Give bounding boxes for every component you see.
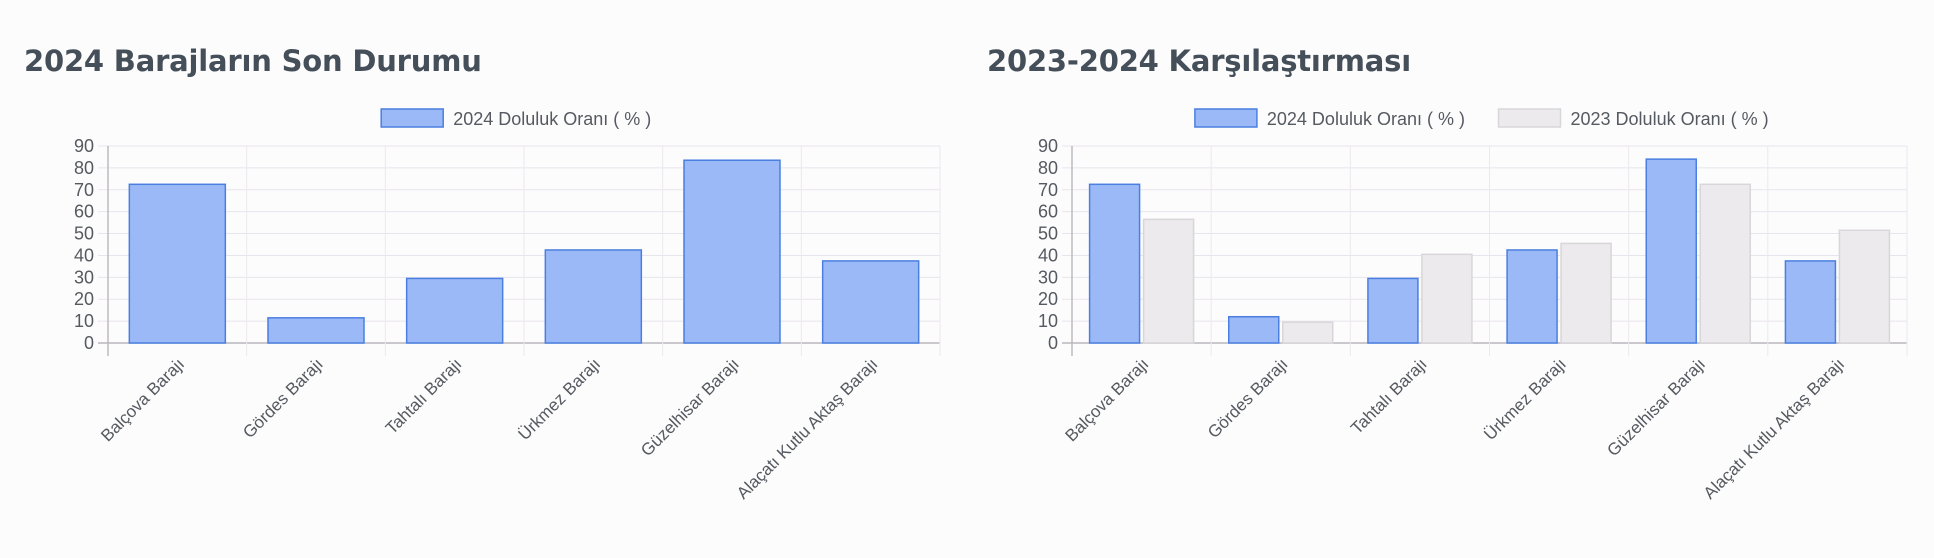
y-tick-label: 10 <box>1038 311 1058 331</box>
bar-2024[interactable] <box>1228 315 1280 344</box>
y-tick-label: 90 <box>74 136 94 156</box>
bar-2023[interactable] <box>1699 183 1751 344</box>
legend-label: 2024 Doluluk Oranı ( % ) <box>1267 109 1465 129</box>
legend-label: 2024 Doluluk Oranı ( % ) <box>453 109 651 129</box>
x-tick-label: Alaçatı Kutlu Aktaş Barajı <box>1700 354 1848 502</box>
bar-2024[interactable] <box>544 249 643 344</box>
bar-2024[interactable] <box>821 260 920 344</box>
bar-2023[interactable] <box>1560 242 1612 344</box>
chart-title: 2024 Barajların Son Durumu <box>24 44 482 78</box>
y-tick-label: 90 <box>1038 136 1058 156</box>
x-tick-label: Balçova Barajı <box>1061 354 1152 445</box>
bar-2024[interactable] <box>405 277 504 344</box>
bar-2024[interactable] <box>1367 277 1419 344</box>
legend-label: 2023 Doluluk Oranı ( % ) <box>1571 109 1769 129</box>
x-tick-label: Balçova Barajı <box>97 354 188 445</box>
x-tick-label: Güzelhisar Barajı <box>637 354 743 460</box>
y-tick-label: 0 <box>84 333 94 353</box>
y-tick-label: 70 <box>1038 180 1058 200</box>
y-tick-label: 80 <box>1038 158 1058 178</box>
x-tick-label: Ürkmez Barajı <box>1480 354 1570 444</box>
y-tick-label: 50 <box>74 224 94 244</box>
y-tick-label: 20 <box>1038 289 1058 309</box>
y-tick-label: 60 <box>74 202 94 222</box>
x-tick-label: Alaçatı Kutlu Aktaş Barajı <box>733 354 881 502</box>
x-tick-label: Tahtalı Barajı <box>382 354 466 438</box>
legend-swatch <box>1194 108 1258 128</box>
y-tick-label: 10 <box>74 311 94 331</box>
x-tick-label: Güzelhisar Barajı <box>1603 354 1709 460</box>
bar-2024[interactable] <box>1645 158 1697 344</box>
y-tick-label: 70 <box>74 180 94 200</box>
y-tick-label: 50 <box>1038 224 1058 244</box>
legend-swatch <box>1497 108 1562 128</box>
chart-title: 2023-2024 Karşılaştırması <box>987 44 1411 78</box>
bar-2024[interactable] <box>267 317 365 344</box>
bar-2024[interactable] <box>1506 249 1558 344</box>
x-tick-label: Tahtalı Barajı <box>1347 354 1431 438</box>
y-tick-label: 0 <box>1048 333 1058 353</box>
bar-2024[interactable] <box>683 159 781 344</box>
y-tick-label: 60 <box>1038 202 1058 222</box>
bar-2023[interactable] <box>1282 321 1334 344</box>
bar-2023[interactable] <box>1838 229 1891 344</box>
chart-panel-current: 2024 Barajların Son Durumu 0 10 20 30 40 50 60… <box>24 44 941 503</box>
legend-swatch <box>380 108 444 128</box>
bar-2024[interactable] <box>128 183 227 344</box>
y-tick-label: 40 <box>74 245 94 265</box>
bar-2024[interactable] <box>1784 260 1837 344</box>
y-tick-label: 30 <box>1038 267 1058 287</box>
bar-2023[interactable] <box>1142 218 1195 344</box>
legend-item[interactable]: 2024 Doluluk Oranı ( % ) <box>1194 108 1465 129</box>
y-tick-label: 30 <box>74 267 94 287</box>
chart-panel-comparison: 2023-2024 Karşılaştırması 0 10 20 30 40 50 60 7… <box>967 0 1934 558</box>
x-tick-label: Gördes Barajı <box>1204 354 1292 442</box>
y-tick-label: 20 <box>74 289 94 309</box>
y-tick-label: 40 <box>1038 245 1058 265</box>
bar-2024[interactable] <box>1088 183 1141 344</box>
x-tick-label: Ürkmez Barajı <box>515 354 605 444</box>
y-tick-label: 80 <box>74 158 94 178</box>
x-tick-label: Gördes Barajı <box>239 354 327 442</box>
bar-2023[interactable] <box>1421 253 1473 344</box>
legend-item[interactable]: 2023 Doluluk Oranı ( % ) <box>1497 108 1769 129</box>
legend-item[interactable]: 2024 Doluluk Oranı ( % ) <box>380 108 651 129</box>
